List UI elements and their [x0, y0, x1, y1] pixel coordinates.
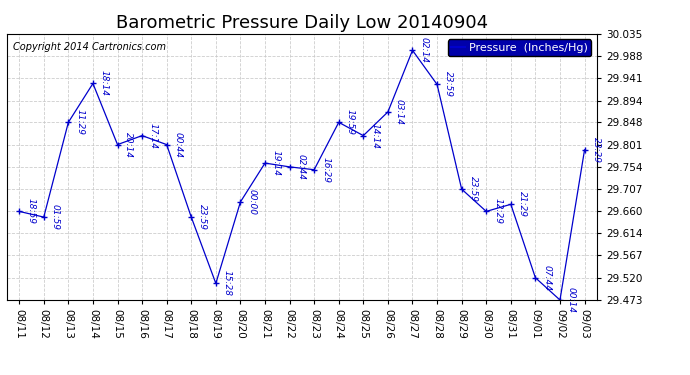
Title: Barometric Pressure Daily Low 20140904: Barometric Pressure Daily Low 20140904 — [116, 14, 488, 32]
Text: 23:59: 23:59 — [198, 204, 207, 230]
Text: 19:14: 19:14 — [272, 150, 281, 176]
Text: 02:14: 02:14 — [420, 38, 428, 63]
Text: 18:14: 18:14 — [100, 70, 109, 96]
Text: 23:29: 23:29 — [591, 137, 600, 163]
Text: Copyright 2014 Cartronics.com: Copyright 2014 Cartronics.com — [13, 42, 166, 52]
Text: 20:14: 20:14 — [124, 132, 133, 158]
Text: 16:29: 16:29 — [321, 157, 330, 183]
Text: 00:44: 00:44 — [174, 132, 183, 158]
Text: 14:14: 14:14 — [371, 123, 380, 148]
Text: 07:44: 07:44 — [542, 265, 551, 291]
Text: 00:14: 00:14 — [567, 287, 576, 313]
Text: 02:44: 02:44 — [297, 154, 306, 180]
Text: 01:59: 01:59 — [51, 204, 60, 230]
Text: 19:59: 19:59 — [346, 110, 355, 135]
Text: 15:28: 15:28 — [223, 270, 232, 296]
Text: 17:14: 17:14 — [149, 123, 158, 148]
Text: 21:29: 21:29 — [518, 191, 526, 217]
Text: 11:29: 11:29 — [75, 110, 84, 135]
Text: 12:29: 12:29 — [493, 198, 502, 224]
Text: 00:00: 00:00 — [248, 189, 257, 215]
Text: 03:14: 03:14 — [395, 99, 404, 125]
Legend: Pressure  (Inches/Hg): Pressure (Inches/Hg) — [448, 39, 591, 56]
Text: 23:59: 23:59 — [444, 72, 453, 98]
Text: 18:59: 18:59 — [26, 198, 35, 224]
Text: 23:59: 23:59 — [469, 176, 477, 202]
